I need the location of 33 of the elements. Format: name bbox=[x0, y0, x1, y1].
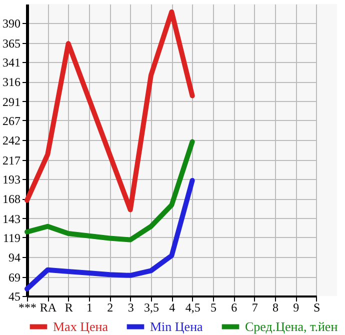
x-tick-label: 9 bbox=[293, 300, 300, 314]
x-tick-label: 3,5 bbox=[144, 300, 159, 314]
y-tick-label: 217 bbox=[2, 153, 20, 168]
y-tick-label: 341 bbox=[2, 55, 20, 70]
y-tick-label: 316 bbox=[2, 75, 20, 90]
y-tick-label: 193 bbox=[2, 172, 20, 186]
y-tick-label: 168 bbox=[2, 192, 20, 206]
y-tick-label: 94 bbox=[8, 250, 20, 265]
legend-label: Min Цена bbox=[150, 318, 204, 334]
y-tick-label: 365 bbox=[2, 36, 20, 50]
x-tick-label: 1 bbox=[86, 300, 92, 314]
x-tick-label: 3 bbox=[128, 300, 134, 314]
y-tick-label: 45 bbox=[8, 290, 20, 304]
y-tick-label: 291 bbox=[2, 94, 20, 109]
x-tick-label: 7 bbox=[252, 300, 258, 314]
y-tick-label: 119 bbox=[2, 230, 20, 245]
x-tick-label: 4 bbox=[169, 300, 176, 314]
y-tick-label: 267 bbox=[2, 114, 20, 128]
x-tick-label: 5 bbox=[210, 300, 216, 314]
x-tick-label: S bbox=[313, 300, 320, 314]
x-tick-label: RA bbox=[40, 300, 57, 314]
legend-label: Сред.Цена, т.йен bbox=[245, 318, 338, 334]
x-tick-label: 4,5 bbox=[185, 300, 200, 314]
y-tick-label: 390 bbox=[2, 16, 20, 30]
x-tick-label: 2 bbox=[107, 300, 114, 314]
y-tick-label: 242 bbox=[2, 134, 20, 148]
legend-label: Max Цена bbox=[53, 318, 108, 334]
x-tick-label: 8 bbox=[272, 300, 278, 314]
x-tick-label: 6 bbox=[231, 300, 238, 314]
y-tick-label: 69 bbox=[8, 270, 20, 285]
x-tick-label: R bbox=[64, 300, 73, 314]
x-tick-label: *** bbox=[18, 300, 36, 314]
y-tick-label: 143 bbox=[2, 212, 20, 226]
